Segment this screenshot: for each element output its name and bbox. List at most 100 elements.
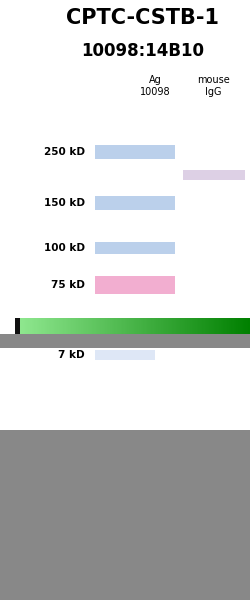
Bar [133,318,134,334]
Bar [32,318,33,334]
Bar [118,318,119,334]
Bar [61,318,62,334]
Bar [18,318,19,334]
Bar [84,318,85,334]
Bar [188,318,190,334]
Bar [34,318,35,334]
Bar [230,318,232,334]
Bar [218,318,219,334]
Bar [40,318,41,334]
Bar [187,318,188,334]
Bar [201,318,202,334]
Bar [75,318,76,334]
Bar [126,318,127,334]
Bar [158,318,160,334]
Bar [200,318,201,334]
Bar [198,318,199,334]
Bar [210,318,212,334]
Bar [56,318,58,334]
Bar [191,318,192,334]
Bar [100,318,102,334]
Bar [98,318,99,334]
Bar [122,318,124,334]
Bar [148,318,149,334]
Bar [127,318,128,334]
Bar [0,430,250,600]
Bar [236,318,237,334]
Bar [110,318,111,334]
Bar [82,318,83,334]
Bar [180,318,182,334]
Bar [67,318,68,334]
Bar [165,318,166,334]
Bar [81,318,82,334]
Bar [192,318,193,334]
Bar [226,318,227,334]
Text: Ag
10098: Ag 10098 [140,75,170,97]
Bar [171,318,172,334]
Bar [130,318,132,334]
Bar [136,318,138,334]
Bar [95,350,155,360]
Bar [177,318,178,334]
Bar [184,318,185,334]
Text: CPTC-CSTB-1: CPTC-CSTB-1 [66,8,219,28]
Bar [74,318,75,334]
Bar [31,318,32,334]
Bar [99,318,100,334]
Bar [213,318,214,334]
Bar [179,318,180,334]
Bar [163,318,164,334]
Bar [72,318,74,334]
Bar [23,318,24,334]
Bar [26,318,27,334]
Text: 7 kD: 7 kD [58,350,85,360]
Bar [44,318,45,334]
Bar [149,318,150,334]
Bar [243,318,244,334]
Bar [220,318,221,334]
Bar [152,318,154,334]
Bar [204,318,205,334]
Bar [138,318,139,334]
Bar [134,318,135,334]
Bar [42,318,43,334]
Bar [52,318,53,334]
Bar [246,318,248,334]
Bar [157,318,158,334]
Bar [174,318,176,334]
Bar [222,318,223,334]
Bar [0,334,250,348]
Bar [78,318,80,334]
Bar [58,318,60,334]
Bar [182,318,183,334]
Bar [245,318,246,334]
Bar [135,318,136,334]
Bar [66,318,67,334]
Bar [197,318,198,334]
Bar [144,318,146,334]
Bar [95,145,175,159]
Bar [156,318,157,334]
Bar [94,318,96,334]
Bar [193,318,194,334]
Bar [194,318,196,334]
Bar [146,318,147,334]
Bar [234,318,235,334]
Bar [95,196,175,210]
Bar [46,318,47,334]
Bar [49,318,50,334]
Bar [155,318,156,334]
Bar [96,318,97,334]
Bar [113,318,114,334]
Bar [224,318,226,334]
Text: 10098:14B10: 10098:14B10 [81,42,204,60]
Bar [104,318,105,334]
Bar [91,318,92,334]
Bar [20,318,21,334]
Bar [215,318,216,334]
Text: 150 kD: 150 kD [44,198,85,208]
Bar [205,318,206,334]
Bar [47,318,48,334]
Bar [202,318,203,334]
